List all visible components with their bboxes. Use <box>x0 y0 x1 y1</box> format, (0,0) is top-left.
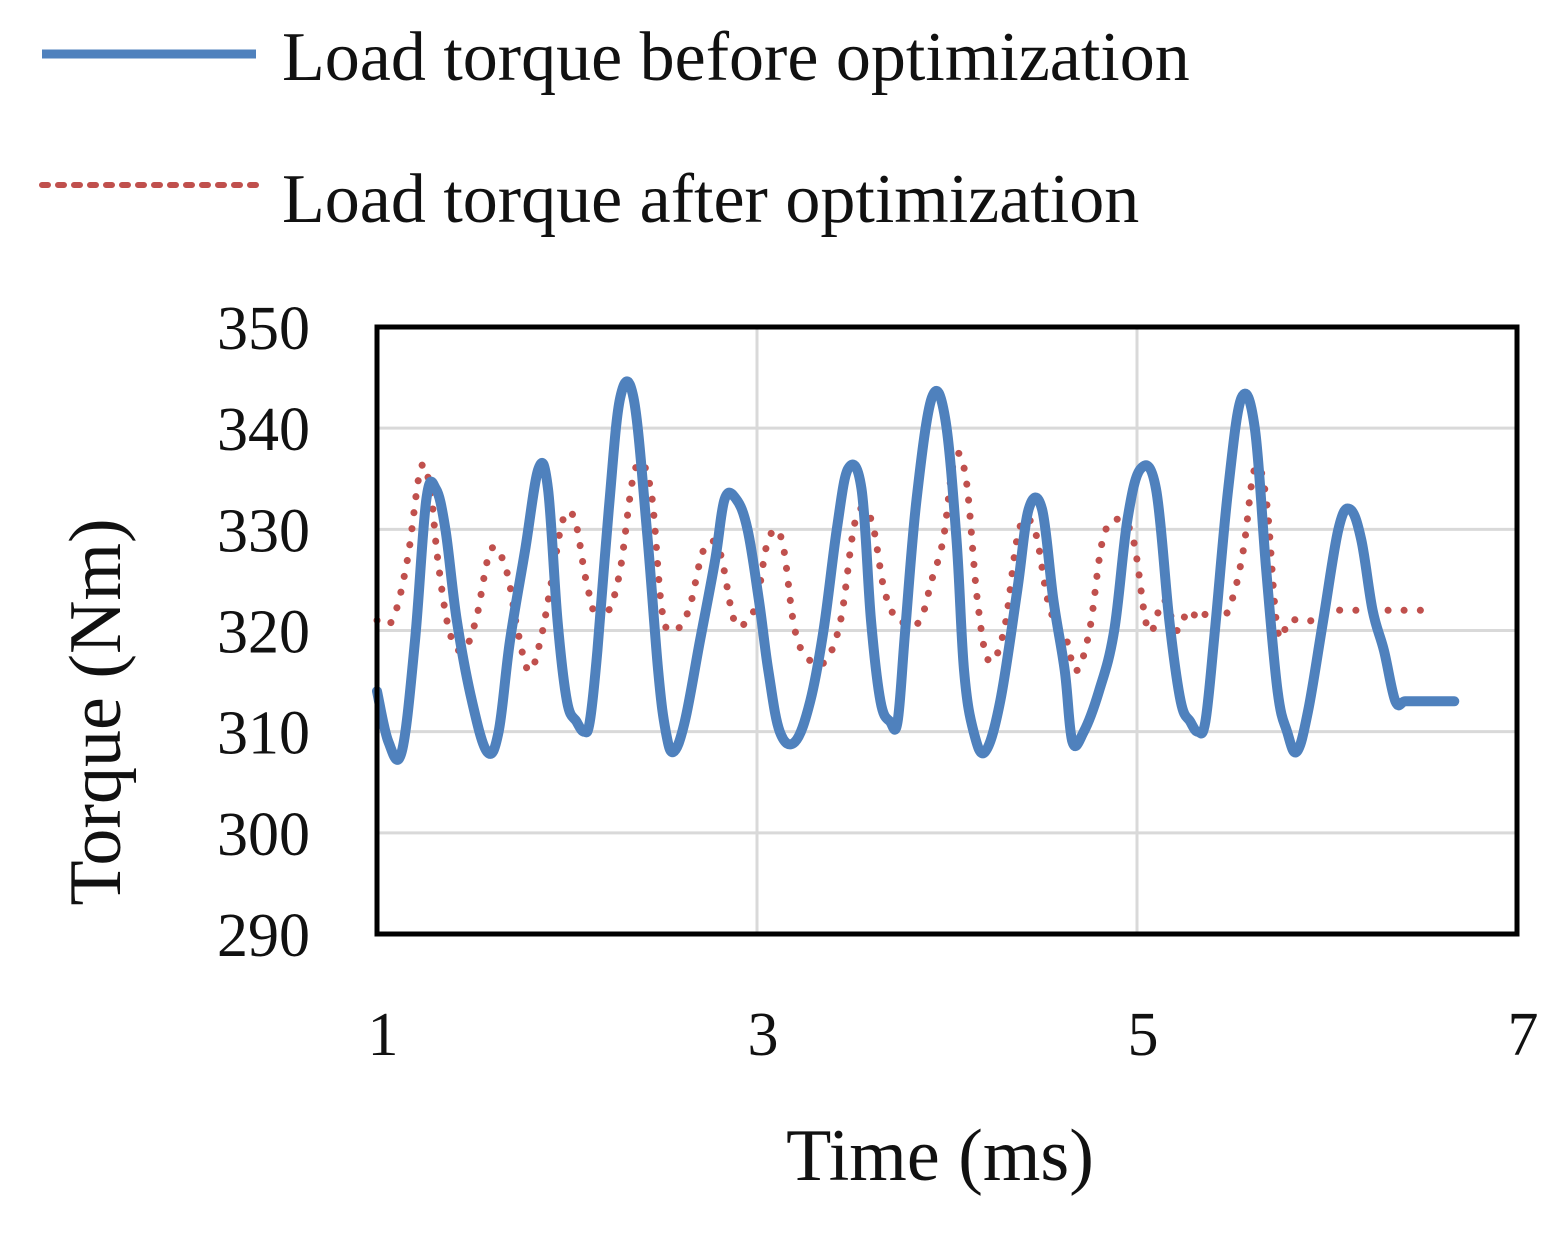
y-tick-label: 330 <box>217 497 310 565</box>
y-tick-label: 310 <box>217 700 310 768</box>
y-tick-labels: 290 300 310 320 330 340 350 <box>217 295 310 970</box>
plot-frame <box>374 324 1520 937</box>
legend: Load torque before optimization Load tor… <box>39 19 1190 238</box>
x-tick-label: 3 <box>748 1001 779 1069</box>
x-tick-labels: 1 3 5 7 <box>368 1001 1539 1069</box>
y-tick-label: 320 <box>217 599 310 667</box>
x-tick-label: 5 <box>1128 1001 1159 1069</box>
y-tick-label: 340 <box>217 396 310 464</box>
y-tick-label: 350 <box>217 295 310 363</box>
y-tick-label: 300 <box>217 801 310 869</box>
y-axis-title: Torque (Nm) <box>55 518 137 905</box>
y-tick-label: 290 <box>217 902 310 970</box>
legend-label-after: Load torque after optimization <box>282 161 1139 238</box>
x-tick-label: 1 <box>368 1001 399 1069</box>
x-axis-title: Time (ms) <box>786 1115 1094 1197</box>
legend-label-before: Load torque before optimization <box>282 19 1190 96</box>
series-line-before <box>372 376 1460 765</box>
x-tick-label: 7 <box>1508 1001 1539 1069</box>
series-group <box>372 376 1460 765</box>
